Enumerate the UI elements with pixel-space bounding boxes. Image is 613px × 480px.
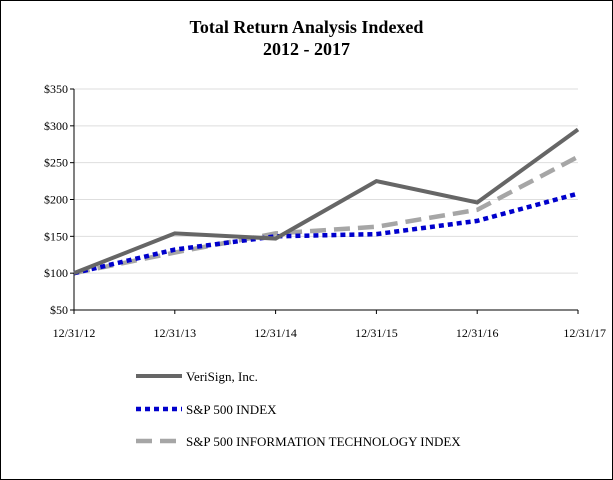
chart-title-block: Total Return Analysis Indexed 2012 - 201… [0, 16, 613, 60]
x-tick-labels: 12/31/12 12/31/13 12/31/14 12/31/15 12/31/16… [53, 326, 606, 340]
chart-subtitle: 2012 - 2017 [263, 39, 350, 59]
y-tick-labels: $50 $100 $150 $200 $250 $300 $350 [44, 82, 68, 317]
series-line [73, 127, 580, 276]
legend: VeriSign, Inc. S&P 500 INDEX S&P 500 INFOR… [136, 369, 461, 449]
legend-label: VeriSign, Inc. [186, 369, 258, 384]
x-tick-label: 12/31/15 [355, 326, 398, 340]
y-tick-label: $50 [50, 303, 68, 317]
axes [70, 88, 579, 314]
legend-label: S&P 500 INFORMATION TECHNOLOGY INDEX [186, 434, 461, 449]
y-tick-label: $350 [44, 82, 68, 96]
y-tick-label: $100 [44, 266, 68, 280]
x-tick-label: 12/31/12 [53, 326, 96, 340]
y-tick-label: $300 [44, 119, 68, 133]
chart-title: Total Return Analysis Indexed [189, 17, 424, 37]
x-tick-label: 12/31/13 [153, 326, 196, 340]
legend-label: S&P 500 INDEX [186, 402, 277, 417]
y-tick-label: $200 [44, 193, 68, 207]
x-tick-label: 12/31/16 [456, 326, 499, 340]
x-tick-label: 12/31/14 [254, 326, 297, 340]
gridlines [74, 88, 578, 274]
series-line [73, 154, 580, 276]
series-lines [73, 127, 580, 276]
y-tick-label: $150 [44, 229, 68, 243]
series-line [73, 191, 579, 276]
x-tick-label: 12/31/17 [563, 326, 606, 340]
y-tick-label: $250 [44, 156, 68, 170]
